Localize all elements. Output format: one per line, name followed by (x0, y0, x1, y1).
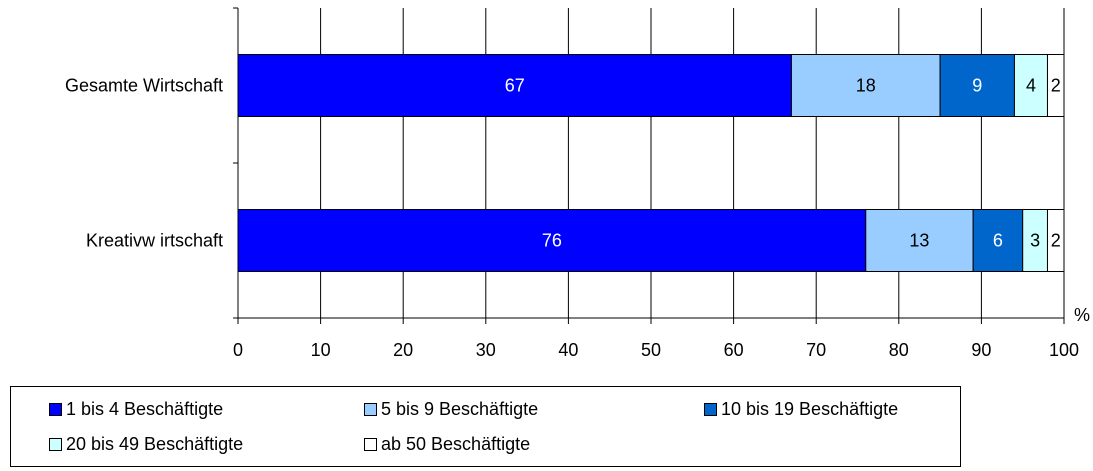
data-label-kreativw-irtschaft-5-bis-9-besch-ftigte: 13 (909, 231, 929, 251)
x-tick-label-80: 80 (889, 340, 909, 360)
legend-item-20-49: 20 bis 49 Beschäftigte (49, 434, 243, 455)
legend-swatch-5-9 (364, 403, 377, 416)
x-tick-label-60: 60 (724, 340, 744, 360)
x-tick-label-90: 90 (971, 340, 991, 360)
bar-kreativw-irtschaft-ab-50-besch-ftigte (1046, 209, 1065, 272)
data-label-kreativw-irtschaft-1-bis-4-besch-ftigte: 76 (542, 231, 562, 251)
x-tick-label-40: 40 (558, 340, 578, 360)
data-label-gesamte-wirtschaft-20-bis-49-besch-ftigte: 4 (1026, 76, 1036, 96)
data-label-gesamte-wirtschaft-1-bis-4-besch-ftigte: 67 (505, 76, 525, 96)
bar-gesamte-wirtschaft-10-bis-19-besch-ftigte (939, 54, 1015, 117)
legend-item-ab-50: ab 50 Beschäftigte (364, 434, 530, 455)
legend-item-5-9: 5 bis 9 Beschäftigte (364, 399, 538, 420)
x-axis-unit: % (1074, 305, 1090, 325)
stacked-bar-chart: 67 18 9 4 276 13 6 3 2 Gesamte WirtschaftKreativ… (65, 7, 1090, 360)
data-label-kreativw-irtschaft-ab-50-besch-ftigte: 2 (1051, 231, 1061, 251)
bar-kreativw-irtschaft-5-bis-9-besch-ftigte (865, 209, 974, 272)
x-tick-label-0: 0 (233, 340, 243, 360)
legend-label-1-4: 1 bis 4 Beschäftigte (66, 399, 224, 419)
data-label-gesamte-wirtschaft-5-bis-9-besch-ftigte: 18 (856, 76, 876, 96)
x-tick-label-20: 20 (393, 340, 413, 360)
data-label-kreativw-irtschaft-10-bis-19-besch-ftigte: 6 (993, 231, 1003, 251)
x-tick-label-100: 100 (1049, 340, 1079, 360)
axes: Gesamte Wirtschaft Kreativw irtschaft 0 10 2… (65, 7, 1090, 360)
legend-label-10-19: 10 bis 19 Beschäftigte (721, 399, 899, 419)
bar-kreativw-irtschaft-10-bis-19-besch-ftigte (972, 209, 1024, 272)
legend: 1 bis 4 Beschäftigte 5 bis 9 Beschäftigt… (10, 386, 961, 467)
bar-gesamte-wirtschaft-5-bis-9-besch-ftigte (790, 54, 941, 117)
bar-gesamte-wirtschaft-ab-50-besch-ftigte (1046, 54, 1065, 117)
legend-label-ab-50: ab 50 Beschäftigte (381, 434, 531, 454)
x-tick-label-10: 10 (311, 340, 331, 360)
x-tick-label-50: 50 (641, 340, 661, 360)
data-label-kreativw-irtschaft-20-bis-49-besch-ftigte: 3 (1030, 231, 1040, 251)
category-label-kreativw-irtschaft: Kreativw irtschaft (86, 231, 223, 251)
data-label-gesamte-wirtschaft-ab-50-besch-ftigte: 2 (1051, 76, 1061, 96)
legend-item-10-19: 10 bis 19 Beschäftigte (704, 399, 898, 420)
data-label-gesamte-wirtschaft-10-bis-19-besch-ftigte: 9 (972, 76, 982, 96)
legend-swatch-10-19 (704, 403, 717, 416)
bars: 67 18 9 4 276 13 6 3 2 (237, 54, 1065, 272)
category-label-gesamte-wirtschaft: Gesamte Wirtschaft (65, 76, 223, 96)
legend-swatch-20-49 (49, 438, 62, 451)
legend-label-20-49: 20 bis 49 Beschäftigte (66, 434, 244, 454)
x-tick-label-70: 70 (806, 340, 826, 360)
legend-swatch-1-4 (49, 403, 62, 416)
legend-item-1-4: 1 bis 4 Beschäftigte (49, 399, 223, 420)
bar-kreativw-irtschaft-20-bis-49-besch-ftigte (1022, 209, 1048, 272)
legend-label-5-9: 5 bis 9 Beschäftigte (381, 399, 539, 419)
legend-swatch-ab-50 (364, 438, 377, 451)
x-tick-label-30: 30 (476, 340, 496, 360)
